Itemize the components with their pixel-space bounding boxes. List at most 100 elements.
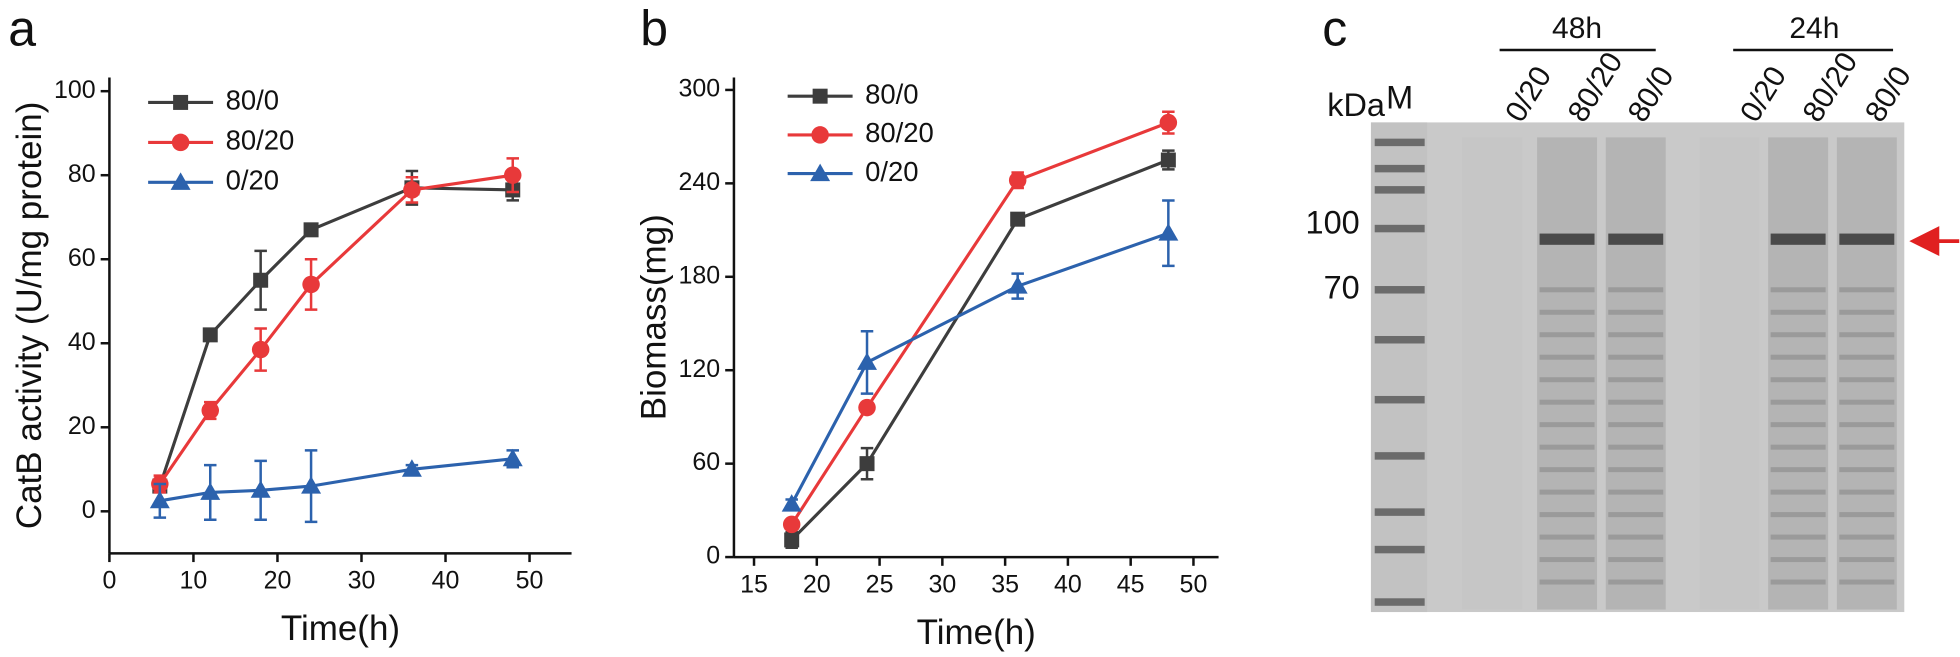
gel-band bbox=[1839, 579, 1895, 585]
gel-lane bbox=[1537, 137, 1598, 610]
legend-marker bbox=[171, 133, 190, 152]
gel-band bbox=[1539, 512, 1595, 518]
marker bbox=[301, 476, 322, 494]
gel-band bbox=[1539, 309, 1595, 315]
gel-band bbox=[1770, 287, 1826, 293]
x-axis-label: Time(h) bbox=[917, 613, 1036, 652]
gel-band bbox=[1374, 598, 1425, 606]
legend-marker bbox=[812, 88, 828, 104]
gel-band bbox=[1539, 489, 1595, 495]
legend-label: 0/20 bbox=[865, 156, 918, 187]
y-tick-label: 0 bbox=[82, 496, 96, 524]
marker bbox=[1160, 152, 1176, 168]
y-tick-label: 80 bbox=[68, 160, 96, 188]
gel-band bbox=[1839, 557, 1895, 563]
marker bbox=[503, 166, 522, 184]
marker bbox=[149, 490, 170, 509]
marker bbox=[1158, 223, 1179, 241]
marker bbox=[857, 352, 878, 370]
size-label: 100 bbox=[1306, 204, 1360, 240]
gel-band bbox=[1839, 287, 1895, 293]
gel-lane bbox=[1699, 137, 1760, 610]
gel-band bbox=[1770, 377, 1826, 383]
marker bbox=[250, 480, 271, 498]
marker bbox=[1159, 113, 1178, 132]
marker-lane-label: M bbox=[1386, 80, 1413, 116]
legend-marker bbox=[811, 126, 829, 144]
series-line bbox=[159, 457, 513, 503]
series-line bbox=[790, 158, 1169, 542]
x-tick-label: 25 bbox=[866, 570, 894, 598]
lane-label: 80/20 bbox=[1797, 47, 1865, 128]
series-line bbox=[790, 231, 1169, 505]
marker bbox=[200, 482, 221, 500]
gel-band bbox=[1608, 557, 1664, 563]
gel-lane bbox=[1605, 137, 1666, 610]
gel-lane bbox=[1370, 122, 1428, 613]
gel-band bbox=[1539, 354, 1595, 360]
gel-band bbox=[1839, 354, 1895, 360]
x-tick-label: 45 bbox=[1117, 570, 1145, 598]
y-tick-label: 60 bbox=[692, 448, 720, 476]
legend-marker bbox=[170, 172, 191, 190]
gel-band bbox=[1770, 534, 1826, 540]
gel-band bbox=[1374, 335, 1425, 344]
y-axis-label: CatB activity (U/mg protein) bbox=[10, 102, 49, 530]
x-tick-label: 15 bbox=[740, 570, 768, 598]
marker bbox=[859, 456, 875, 472]
arrow bbox=[1909, 226, 1940, 257]
gel-band bbox=[1374, 508, 1425, 516]
marker bbox=[251, 340, 270, 359]
gel-lane bbox=[1768, 137, 1829, 610]
marker bbox=[858, 398, 876, 417]
gel-band bbox=[1839, 489, 1895, 495]
x-tick-label: 20 bbox=[803, 570, 831, 598]
gel-band bbox=[1839, 467, 1895, 473]
marker bbox=[502, 448, 523, 467]
gel-band bbox=[1608, 399, 1664, 405]
gel-lane bbox=[1462, 137, 1523, 610]
gel-band bbox=[1608, 377, 1664, 383]
group-label: 48h bbox=[1552, 12, 1602, 45]
y-tick-label: 120 bbox=[679, 355, 721, 383]
y-tick-label: 100 bbox=[54, 76, 96, 104]
y-tick-label: 0 bbox=[706, 542, 720, 570]
gel-band bbox=[1608, 332, 1664, 338]
gel-band bbox=[1839, 332, 1895, 338]
gel-band bbox=[1539, 287, 1595, 293]
series-line bbox=[158, 173, 513, 485]
x-tick-label: 40 bbox=[432, 567, 460, 595]
marker bbox=[302, 275, 320, 294]
y-tick-label: 60 bbox=[68, 244, 96, 272]
gel-band bbox=[1539, 444, 1595, 450]
gel-band bbox=[1770, 309, 1826, 315]
gel-band bbox=[1839, 422, 1895, 428]
unit-label: kDa bbox=[1327, 87, 1386, 123]
series-line bbox=[790, 121, 1169, 526]
gel-band bbox=[1839, 534, 1895, 540]
legend-label: 80/20 bbox=[226, 125, 295, 156]
gel-band bbox=[1608, 287, 1664, 293]
marker bbox=[201, 401, 219, 420]
gel-band bbox=[1839, 512, 1895, 518]
x-tick-label: 30 bbox=[928, 570, 956, 598]
lane-label: 80/20 bbox=[1562, 47, 1630, 128]
gel-band bbox=[1770, 579, 1826, 585]
gel-band bbox=[1539, 579, 1595, 585]
gel-band bbox=[1608, 489, 1664, 495]
x-tick-label: 40 bbox=[1054, 570, 1082, 598]
lane-label: 80/0 bbox=[1859, 61, 1918, 128]
gel-band bbox=[1839, 444, 1895, 450]
x-tick-label: 50 bbox=[516, 567, 544, 595]
legend-marker bbox=[173, 94, 189, 110]
gel-band bbox=[1608, 233, 1664, 245]
x-tick-label: 50 bbox=[1180, 570, 1208, 598]
marker bbox=[401, 459, 422, 477]
legend-label: 0/20 bbox=[226, 165, 279, 196]
x-axis-label: Time(h) bbox=[281, 609, 400, 648]
gel-band bbox=[1839, 309, 1895, 315]
gel-band bbox=[1839, 399, 1895, 405]
y-tick-label: 20 bbox=[68, 412, 96, 440]
gel-band bbox=[1608, 444, 1664, 450]
